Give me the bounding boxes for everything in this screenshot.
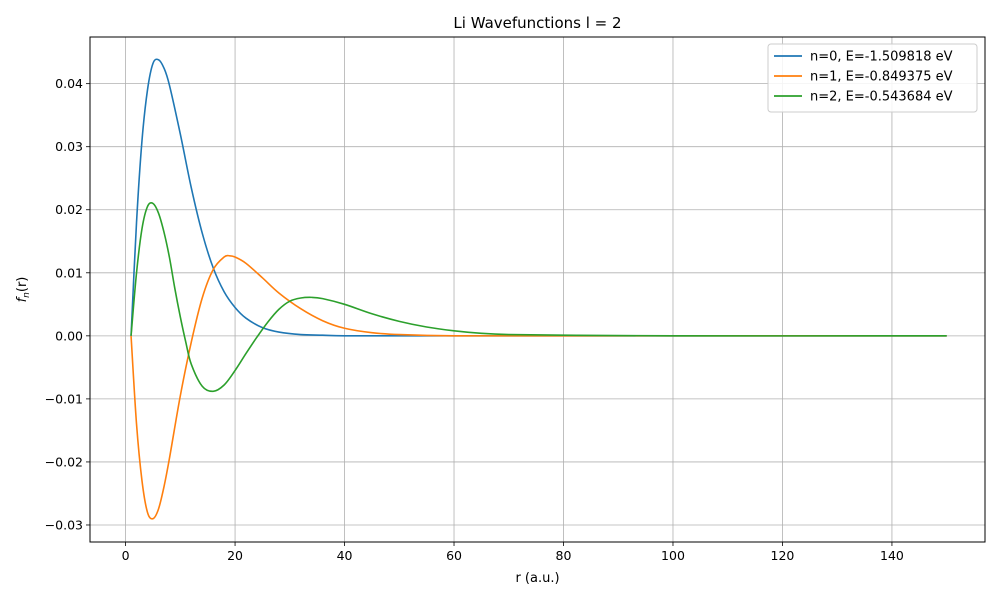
y-axis-label-tail: (r) [15,277,30,293]
series-layer [130,58,947,520]
y-axis-label: fn(r) [15,277,32,303]
legend-entry: n=1, E=-0.849375 eV [810,70,953,85]
grid-layer [90,37,985,542]
legend-entry: n=0, E=-1.509818 eV [810,50,953,65]
legend-box [767,43,978,113]
y-tick-label: −0.01 [45,391,83,406]
y-tick-label: 0.03 [55,139,83,154]
y-tick-label: 0.02 [55,202,83,217]
y-tick-label: −0.02 [45,454,83,469]
legend-entry: n=2, E=-0.543684 eV [810,90,953,105]
y-tick-label: 0.00 [55,328,83,343]
x-tick-label: 80 [556,548,572,563]
x-axis-label: r (a.u.) [515,571,559,586]
x-tick-label: 100 [661,548,685,563]
y-axis-label-sub: n [22,292,32,298]
x-tick-label: 40 [337,548,353,563]
tick-layer: 0 20 40 60 80 100 120 140 −0.03 −0.02 −0.01 0.00 0.0… [45,76,904,563]
chart-title: Li Wavefunctions l = 2 [453,14,621,32]
x-tick-label: 0 [122,548,130,563]
x-tick-label: 60 [446,548,462,563]
legend: n=0, E=-1.509818 eV n=1, E=-0.849375 eV n=… [767,43,978,113]
x-tick-label: 120 [771,548,795,563]
y-axis-label-main: f [15,295,30,302]
x-tick-label: 140 [880,548,904,563]
y-tick-label: −0.03 [45,517,83,532]
plot-frame [89,36,986,543]
series-line-n1 [130,254,947,520]
series-line-n2 [130,202,947,393]
y-tick-label: 0.01 [55,265,83,280]
x-tick-label: 20 [227,548,243,563]
y-tick-label: 0.04 [55,76,83,91]
